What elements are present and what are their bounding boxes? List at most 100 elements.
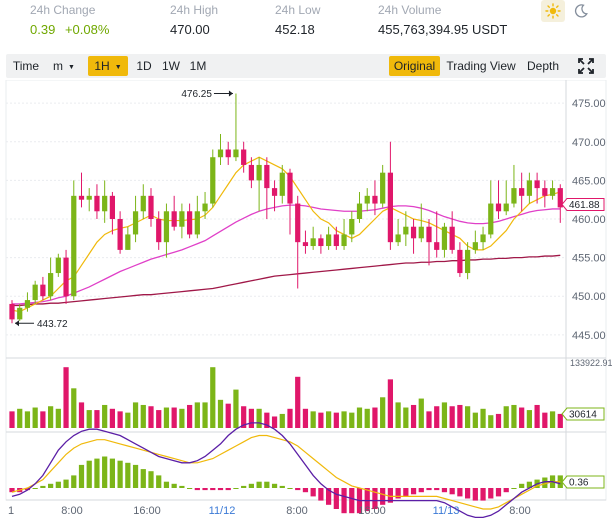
stat-24h-high: 24h High 470.00 [170,2,218,39]
volume-bar [17,408,23,428]
candle-down [410,226,417,239]
stat-label: 24h Volume [378,3,442,17]
volume-bar [40,411,46,428]
time-tick-label: 11/12 [209,505,236,517]
stat-label: 24h High [170,3,219,17]
candle-down [156,219,162,243]
macd-histogram-bar [32,488,38,489]
macd-histogram-bar [24,488,31,491]
volume-bar [465,406,471,428]
candle-up [403,226,409,235]
last-price-tag: 461.88 [561,197,605,211]
axis-labels: 475.00 470.00 465.00 460.00 455.00 450.00 445.… [8,98,612,517]
interval-1d-button[interactable]: 1D [136,59,152,73]
volume-bar [511,404,517,428]
candle-up [125,234,131,250]
caret-down-icon: ▼ [68,64,75,71]
candle-down [94,195,100,212]
volume-bar [295,376,301,428]
macd-histogram-bar [179,485,185,488]
volume-bar [109,408,115,428]
volume-bar [241,406,247,428]
volume-bar [387,379,393,428]
macd-histogram-bar [403,488,409,497]
volume-last-tag: 30614 [561,407,605,421]
candle-up [71,195,77,297]
candle-down [225,149,231,158]
macd-histogram-bar [132,464,139,488]
macd-histogram-bar [449,488,455,495]
macd-histogram-bar [364,488,370,512]
interval-1m-button[interactable]: 1M [189,59,207,73]
candle-up [341,234,347,247]
macd-histogram-bar [488,488,494,499]
candle-down [241,149,247,165]
volume-bar [372,407,378,428]
candle-up [380,172,386,204]
candle-down [387,172,393,243]
volume-bar [248,408,254,428]
macd-histogram-bar [380,488,386,505]
minute-dropdown[interactable]: m ▼ [46,56,82,76]
macd-histogram-bar [264,481,270,488]
candle-up [480,234,486,243]
macd-histogram-bar [410,488,417,495]
view-tradingview-button[interactable]: Trading View [446,59,516,73]
candle-up [526,180,532,196]
macd-histogram-bar [156,475,162,488]
candle-up [55,257,61,274]
interval-dropdown[interactable]: 1H ▼ [88,56,128,76]
candle-down [187,211,193,235]
ma-longest-line [12,254,561,307]
volume-bar [488,415,494,428]
volume-bar [349,412,355,428]
value-tag-box [561,475,605,489]
candle-down [457,249,463,274]
volume-bar [287,408,293,428]
stat-24h-change: 24h Change 0.39 +0.08% [30,2,109,39]
macd-histogram-bar [465,488,471,499]
expand-icon[interactable] [577,57,595,75]
price-tick-label: 445.00 [572,330,606,342]
candle-down [171,211,177,227]
stat-24h-volume: 24h Volume 455,763,394.95 USDT [378,2,507,39]
volume-bar [194,402,200,428]
view-depth-button[interactable]: Depth [526,59,560,73]
candle-up [279,172,285,196]
stat-label: 24h Low [275,3,321,17]
caret-down-icon: ▼ [114,64,122,71]
stat-value: 470.00 [170,22,210,37]
price-tick-label: 470.00 [572,137,606,149]
candle-down [264,164,270,189]
view-original-button[interactable]: Original [389,56,440,76]
candle-up [503,203,509,212]
macd-histogram-bar [94,458,100,488]
macd-histogram-bar [140,469,146,488]
time-tick-label: 16:00 [358,505,386,517]
candle-up [256,164,262,181]
sun-icon[interactable] [541,0,565,22]
candle-up [472,242,478,250]
volume-bar [341,411,347,428]
interval-label: 1H [94,59,110,73]
macd-histogram-bar [117,460,123,488]
macd-histogram-bar [71,475,77,488]
volume-max-label: 133922.91 [570,358,612,368]
time-tick-label: 1 [8,505,14,517]
macd-histogram-bar [387,488,393,503]
volume-bar [225,403,231,428]
candle-up [24,300,31,308]
interval-1w-button[interactable]: 1W [162,59,180,73]
macd-histogram-bar [187,488,193,489]
volume-bar [318,412,324,428]
volume-bar [63,367,69,428]
candlestick-chart[interactable]: 475.00 470.00 465.00 460.00 455.00 450.00 445.… [0,80,612,520]
moon-icon[interactable] [569,0,593,22]
volume-bar [202,402,208,428]
volume-bar [380,397,386,428]
volume-bar [271,416,278,428]
volume-bar [78,402,85,428]
time-button[interactable]: Time [12,59,40,73]
macd-histogram-bar [271,483,278,488]
macd-dea-line [11,422,561,519]
